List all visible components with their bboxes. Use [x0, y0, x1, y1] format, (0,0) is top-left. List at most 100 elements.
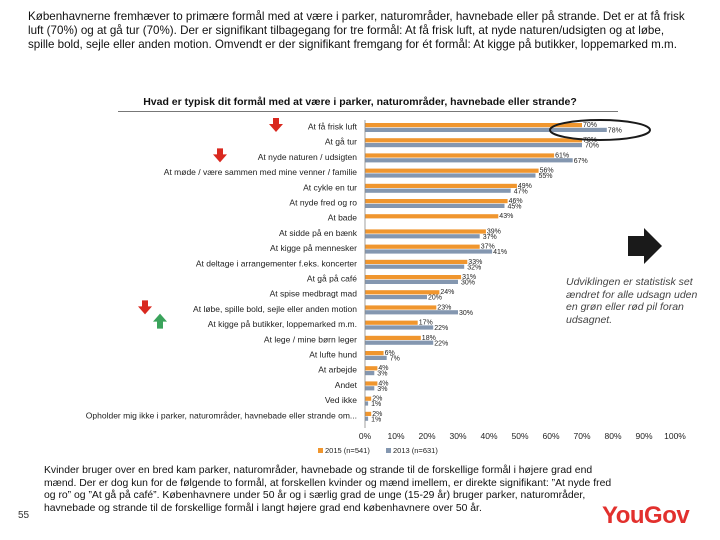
bar-2015 — [365, 381, 378, 386]
value-label-2013: 30% — [459, 310, 473, 317]
arrow-down-icon — [269, 118, 283, 132]
category-label: At lufte hund — [309, 350, 357, 360]
bar-2013 — [365, 371, 375, 376]
legend-swatch-2013 — [386, 448, 391, 453]
x-tick-label: 30% — [449, 431, 466, 441]
value-label-2015: 37% — [481, 244, 495, 251]
bar-2015 — [365, 214, 499, 219]
value-label-2013: 37% — [483, 234, 497, 241]
bar-2013 — [365, 188, 511, 193]
value-label-2013: 3% — [377, 371, 387, 378]
x-tick-label: 40% — [480, 431, 497, 441]
arrow-down-icon — [213, 148, 227, 163]
value-label-2013: 67% — [574, 158, 588, 165]
value-label-2013: 41% — [493, 249, 507, 256]
value-label-2013: 32% — [467, 264, 481, 271]
category-label: Andet — [335, 380, 358, 390]
x-tick-label: 20% — [418, 431, 435, 441]
bar-2013 — [365, 355, 387, 360]
value-label-2013: 1% — [371, 416, 381, 423]
value-label-2015: 31% — [462, 274, 476, 281]
value-label-2015: 4% — [378, 380, 388, 387]
value-label-2013: 7% — [390, 356, 400, 363]
legend-label-2015: 2015 (n=541) — [325, 446, 370, 455]
value-label-2015: 6% — [385, 350, 395, 357]
bar-2015 — [365, 183, 517, 188]
value-label-2015: 49% — [518, 183, 532, 190]
category-label: At møde / være sammen med mine venner / … — [164, 167, 357, 177]
value-label-2013: 22% — [434, 325, 448, 332]
bar-2013 — [365, 325, 434, 330]
bar-2013 — [365, 234, 480, 239]
bar-2013 — [365, 203, 505, 208]
title-divider — [118, 111, 618, 112]
arrow-up-icon — [153, 313, 167, 329]
value-label-2015: 23% — [437, 304, 451, 311]
category-label: At nyde fred og ro — [289, 198, 357, 208]
intro-paragraph: Københavnerne fremhæver to primære formå… — [28, 10, 685, 51]
category-label: At arbejde — [318, 365, 357, 375]
value-label-2015: 39% — [487, 228, 501, 235]
category-label: Opholder mig ikke i parker, naturområder… — [86, 410, 357, 420]
value-label-2013: 78% — [608, 128, 622, 135]
bar-2015 — [365, 335, 421, 340]
x-tick-label: 50% — [511, 431, 528, 441]
bar-2015 — [365, 290, 440, 295]
value-label-2013: 22% — [434, 340, 448, 347]
bar-2013 — [365, 416, 369, 421]
legend-swatch-2015 — [318, 448, 323, 453]
value-label-2015: 17% — [419, 320, 433, 327]
value-label-2015: 56% — [540, 168, 554, 175]
category-label: At spise medbragt mad — [270, 289, 358, 299]
value-label-2015: 70% — [583, 122, 597, 129]
x-tick-label: 70% — [573, 431, 590, 441]
bar-2013 — [365, 279, 458, 284]
value-label-2013: 47% — [514, 188, 528, 195]
category-label: Ved ikke — [325, 395, 357, 405]
highlight-ellipse — [549, 119, 651, 141]
bar-2013 — [365, 249, 493, 254]
x-tick-label: 100% — [664, 431, 686, 441]
value-label-2015: 2% — [372, 411, 382, 418]
value-label-2013: 55% — [539, 173, 553, 180]
value-label-2013: 45% — [508, 204, 522, 211]
category-label: At gå tur — [325, 137, 357, 147]
bar-2013 — [365, 127, 607, 132]
bar-2015 — [365, 168, 539, 173]
page-number: 55 — [18, 510, 30, 521]
bar-2015 — [365, 305, 437, 310]
bar-2015 — [365, 411, 372, 416]
category-label: At nyde naturen / udsigten — [258, 152, 358, 162]
chart-title: Hvad er typisk dit formål med at være i … — [143, 96, 577, 108]
legend-label-2013: 2013 (n=631) — [393, 446, 438, 455]
bar-2015 — [365, 396, 372, 401]
category-label: At deltage i arrangementer f.eks. koncer… — [196, 258, 357, 268]
bar-2015 — [365, 199, 508, 204]
value-label-2013: 3% — [377, 386, 387, 393]
category-label: At cykle en tur — [303, 182, 357, 192]
bar-2013 — [365, 386, 375, 391]
value-label-2013: 1% — [371, 401, 381, 408]
bar-2015 — [365, 123, 582, 128]
category-label: At løbe, spille bold, sejle eller anden … — [193, 304, 357, 314]
bar-2015 — [365, 229, 486, 234]
value-label-2013: 30% — [461, 280, 475, 287]
category-label: At lege / mine børn leger — [264, 334, 357, 344]
x-tick-label: 0% — [359, 431, 372, 441]
category-label: At kigge på mennesker — [270, 243, 357, 253]
bar-2013 — [365, 295, 427, 300]
bar-2015 — [365, 366, 378, 371]
bar-2015 — [365, 153, 555, 158]
pointer-arrow-icon — [628, 228, 662, 264]
bar-2015 — [365, 275, 462, 280]
value-label-2015: 2% — [372, 396, 382, 403]
value-label-2015: 46% — [509, 198, 523, 205]
category-label: At gå på café — [307, 274, 357, 284]
category-label: At bade — [328, 213, 358, 223]
category-label: At kigge på butikker, loppemarked m.m. — [208, 319, 357, 329]
yougov-logo: YouGov — [602, 502, 690, 529]
summary-paragraph: Kvinder bruger over en bred kam parker, … — [44, 465, 612, 514]
x-tick-label: 10% — [387, 431, 404, 441]
value-label-2013: 20% — [428, 295, 442, 302]
significance-note: Udviklingen er statistisk set ændret for… — [566, 276, 698, 326]
